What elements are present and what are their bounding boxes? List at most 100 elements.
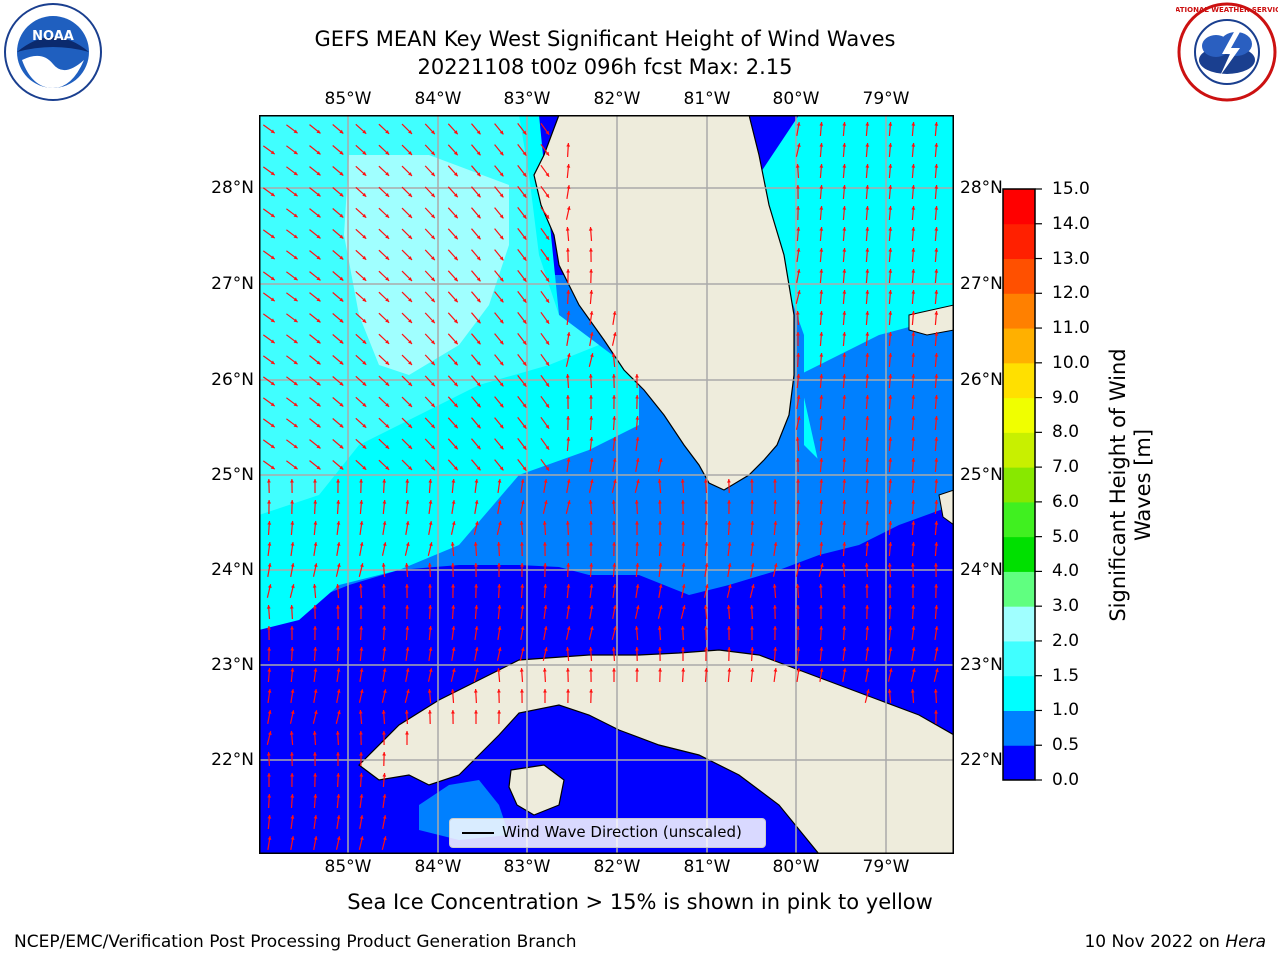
wave-arrow-head — [267, 479, 271, 483]
wave-arrow-head — [339, 150, 344, 155]
wave-arrow-head — [316, 129, 321, 134]
wave-arrow-head — [612, 437, 617, 441]
wave-arrow-head — [520, 626, 525, 630]
wave-arrow-head — [385, 361, 390, 365]
wave-arrow-head — [545, 151, 550, 156]
wave-arrow-head — [796, 332, 800, 336]
wave-arrow-head — [267, 710, 272, 714]
wave-arrow-head — [362, 129, 367, 134]
wave-arrow-head — [911, 500, 916, 504]
legend-text: Wind Wave Direction (unscaled) — [502, 823, 742, 841]
wave-arrow-head — [362, 150, 367, 155]
wave-arrow-head — [429, 542, 433, 547]
wave-arrow-head — [727, 563, 732, 567]
colorbar-block — [1003, 189, 1035, 225]
wave-arrow-head — [382, 668, 387, 672]
wave-arrow-head — [499, 298, 504, 303]
wave-arrow-head — [522, 466, 527, 471]
wave-arrow-head — [588, 647, 593, 651]
wave-arrow-head — [335, 584, 340, 588]
wave-arrow-head — [934, 206, 939, 210]
wave-arrow-head — [750, 668, 755, 672]
wave-arrow-head — [267, 836, 272, 840]
wave-arrow-head — [359, 500, 364, 504]
colorbar-block — [1003, 710, 1035, 746]
colorbar-tick-label: 7.0 — [1052, 457, 1080, 478]
wave-arrow-head — [339, 423, 344, 428]
wave-arrow-head — [359, 605, 363, 609]
wave-arrow-head — [362, 381, 367, 386]
wave-arrow-head — [819, 437, 824, 441]
wave-arrow-head — [934, 605, 939, 609]
colorbar-tick-label: 0.5 — [1052, 735, 1080, 756]
wave-arrow-head — [270, 318, 275, 323]
wave-arrow-head — [408, 193, 412, 197]
wave-arrow-head — [819, 332, 824, 336]
wave-arrow-head — [888, 227, 893, 231]
wave-arrow-head — [566, 185, 571, 189]
wave-arrow-head — [293, 297, 298, 302]
wind-wave-arrows — [262, 121, 939, 851]
wave-arrow-head — [934, 311, 939, 315]
wave-arrow-head — [589, 290, 594, 294]
lat-right-22n: 22°N — [960, 750, 1003, 770]
wave-arrow-head — [408, 340, 412, 344]
wave-arrow-head — [796, 248, 801, 252]
wave-arrow-head — [382, 773, 387, 777]
wave-arrow-head — [451, 479, 456, 483]
lon-top-82w: 82°W — [593, 89, 641, 109]
wave-arrow-head — [567, 500, 571, 505]
wave-arrow-head — [727, 500, 731, 504]
wave-arrow-head — [842, 395, 847, 399]
wave-arrow-head — [290, 752, 294, 756]
nws-logo-text: NATIONAL WEATHER SERVICE — [1176, 6, 1278, 14]
wave-arrow-head — [819, 164, 824, 168]
wave-arrow-head — [360, 563, 364, 568]
colorbar-tick-label: 9.0 — [1052, 387, 1080, 408]
wave-arrow-head — [268, 731, 272, 736]
wave-arrow-head — [865, 458, 870, 462]
wave-arrow-head — [750, 521, 755, 525]
wave-arrow-head — [385, 340, 390, 344]
wave-arrow-head — [313, 500, 318, 504]
wave-arrow-head — [267, 794, 272, 798]
wave-arrow-head — [842, 416, 847, 420]
wave-arrow-head — [911, 647, 916, 651]
wave-arrow-head — [911, 248, 916, 252]
wave-arrow-head — [819, 227, 824, 231]
wave-arrow-head — [658, 668, 662, 672]
wave-arrow-head — [293, 423, 298, 428]
wave-arrow-head — [520, 479, 525, 483]
wave-arrow-head — [476, 172, 481, 177]
wave-arrow-head — [545, 130, 550, 135]
lon-bottom-84w: 84°W — [414, 857, 462, 877]
wave-arrow-head — [476, 151, 481, 156]
wave-arrow-head — [313, 521, 318, 525]
wave-arrow-head — [362, 360, 367, 365]
wave-arrow-head — [520, 605, 525, 609]
wave-arrow-head — [681, 647, 685, 651]
wave-arrow-head — [703, 479, 708, 483]
lat-left-22n: 22°N — [211, 750, 254, 770]
wave-arrow-head — [451, 563, 455, 567]
wave-arrow-head — [267, 626, 271, 630]
field-0.5-1.0-east — [799, 315, 954, 505]
wave-arrow-head — [289, 605, 294, 609]
wave-arrow-head — [565, 374, 570, 378]
wave-arrow-head — [313, 626, 317, 630]
wave-arrow-head — [408, 319, 412, 323]
wave-arrow-head — [542, 668, 547, 672]
lon-bottom-82w: 82°W — [593, 857, 641, 877]
wave-arrow-head — [385, 193, 390, 197]
wave-arrow-head — [316, 297, 321, 302]
sea-ice-caption: Sea Ice Concentration > 15% is shown in … — [347, 890, 933, 914]
wave-arrow-head — [270, 297, 275, 302]
wave-arrow-head — [865, 353, 870, 357]
wave-arrow-head — [589, 605, 594, 609]
wave-arrow-head — [865, 143, 870, 147]
colorbar-block — [1003, 258, 1035, 294]
wave-arrow-head — [589, 584, 594, 588]
wave-arrow-head — [385, 466, 390, 470]
wave-arrow-head — [796, 416, 801, 420]
wave-arrow-head — [657, 479, 662, 483]
